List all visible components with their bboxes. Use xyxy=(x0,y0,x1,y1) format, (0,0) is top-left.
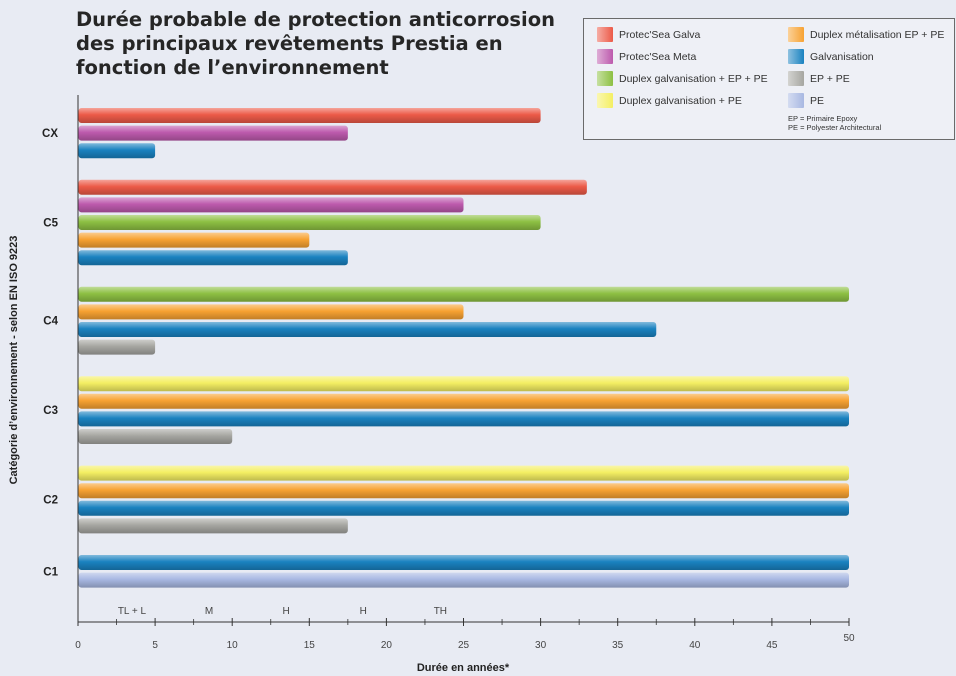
bar-c3-dgpe xyxy=(78,376,849,392)
legend-item-eppe: EP + PE xyxy=(788,71,850,86)
durability-labels-group: TL + L M H H TH xyxy=(118,606,447,617)
legend-label-dgpe: Duplex galvanisation + PE xyxy=(619,94,742,107)
bar-c5-dmep xyxy=(78,232,310,248)
category-label-c2: C2 xyxy=(43,495,58,507)
bar-c2-dgpe xyxy=(78,465,849,481)
legend-swatch-dgpe xyxy=(597,93,613,108)
bar-cx-psm xyxy=(78,125,348,141)
x-tick-label-40: 40 xyxy=(689,640,701,651)
bar-c2-galv xyxy=(78,500,849,516)
x-tick-label-45: 45 xyxy=(766,640,778,651)
durability-label-2: H xyxy=(283,606,290,617)
x-tick-label-30: 30 xyxy=(535,640,547,651)
legend-label-dmep: Duplex métalisation EP + PE xyxy=(810,28,945,41)
durability-label-1: M xyxy=(205,606,213,617)
legend-swatch-psg xyxy=(597,27,613,42)
category-label-cx: CX xyxy=(42,128,58,140)
bar-c5-galv xyxy=(78,250,348,266)
category-label-c5: C5 xyxy=(43,218,58,230)
legend-item-dmep: Duplex métalisation EP + PE xyxy=(788,27,944,42)
durability-label-0: TL + L xyxy=(118,606,147,617)
category-label-c4: C4 xyxy=(43,316,58,328)
legend-label-eppe: EP + PE xyxy=(810,72,850,85)
x-axis-label: Durée en années* xyxy=(417,662,510,674)
bar-c4-eppe xyxy=(78,339,156,355)
x-tick-label-25: 25 xyxy=(458,640,470,651)
legend-note-ep: EP = Primaire Epoxy xyxy=(788,114,858,123)
legend: EP = Primaire Epoxy PE = Polyester Archi… xyxy=(583,18,955,140)
legend-swatch-psm xyxy=(597,49,613,64)
legend-label-dgepe: Duplex galvanisation + EP + PE xyxy=(619,72,768,85)
legend-note-pe: PE = Polyester Architectural xyxy=(788,123,882,132)
bar-c4-galv xyxy=(78,322,657,337)
legend-swatch-eppe xyxy=(788,71,804,86)
legend-label-psm: Protec'Sea Meta xyxy=(619,50,697,63)
legend-label-psg: Protec'Sea Galva xyxy=(619,28,701,41)
bars-group xyxy=(78,108,849,588)
legend-item-psg: Protec'Sea Galva xyxy=(597,27,700,42)
y-axis-label: Catégorie d’environnement - selon EN ISO… xyxy=(8,236,20,485)
bar-c5-dgepe xyxy=(78,215,541,230)
x-tick-label-20: 20 xyxy=(381,640,393,651)
bar-c1-pe xyxy=(78,572,849,588)
bar-c3-dmep xyxy=(78,393,849,409)
legend-item-dgepe: Duplex galvanisation + EP + PE xyxy=(597,71,768,86)
legend-item-galv: Galvanisation xyxy=(788,49,874,64)
category-labels-group: CX C5 C4 C3 C2 C1 xyxy=(42,128,59,578)
category-label-c3: C3 xyxy=(43,405,58,417)
bar-c2-dmep xyxy=(78,483,849,499)
legend-swatch-pe xyxy=(788,93,804,108)
legend-label-pe: PE xyxy=(810,94,825,107)
legend-item-dgpe: Duplex galvanisation + PE xyxy=(597,93,742,108)
bar-c4-dmep xyxy=(78,304,464,320)
bar-c1-galv xyxy=(78,555,849,570)
durability-label-3: H xyxy=(360,606,367,617)
chart-title: Durée probable de protection anticorrosi… xyxy=(76,8,555,79)
legend-notes: EP = Primaire Epoxy PE = Polyester Archi… xyxy=(788,114,881,132)
x-tick-label-0: 0 xyxy=(75,640,81,651)
x-tick-label-5: 5 xyxy=(152,640,158,651)
legend-item-psm: Protec'Sea Meta xyxy=(597,49,696,64)
bar-c3-galv xyxy=(78,411,849,427)
legend-swatch-dgepe xyxy=(597,71,613,86)
legend-item-pe: PE xyxy=(788,93,824,108)
legend-swatch-galv xyxy=(788,49,804,64)
bar-c3-eppe xyxy=(78,429,233,444)
x-tick-label-15: 15 xyxy=(304,640,316,651)
x-tick-label-50: 50 xyxy=(843,633,855,644)
bar-cx-galv xyxy=(78,143,156,159)
category-label-c1: C1 xyxy=(43,566,58,578)
bar-cx-psg xyxy=(78,108,541,123)
x-ticks-group: 0 5 10 15 20 25 30 35 40 45 50 xyxy=(75,618,855,651)
x-tick-label-10: 10 xyxy=(227,640,239,651)
x-tick-label-35: 35 xyxy=(612,640,624,651)
bar-c4-dgepe xyxy=(78,286,849,302)
bar-c2-eppe xyxy=(78,518,348,534)
durability-label-4: TH xyxy=(434,606,447,617)
bar-c5-psm xyxy=(78,197,464,213)
legend-label-galv: Galvanisation xyxy=(810,50,874,63)
legend-swatch-dmep xyxy=(788,27,804,42)
bar-c5-psg xyxy=(78,179,587,195)
